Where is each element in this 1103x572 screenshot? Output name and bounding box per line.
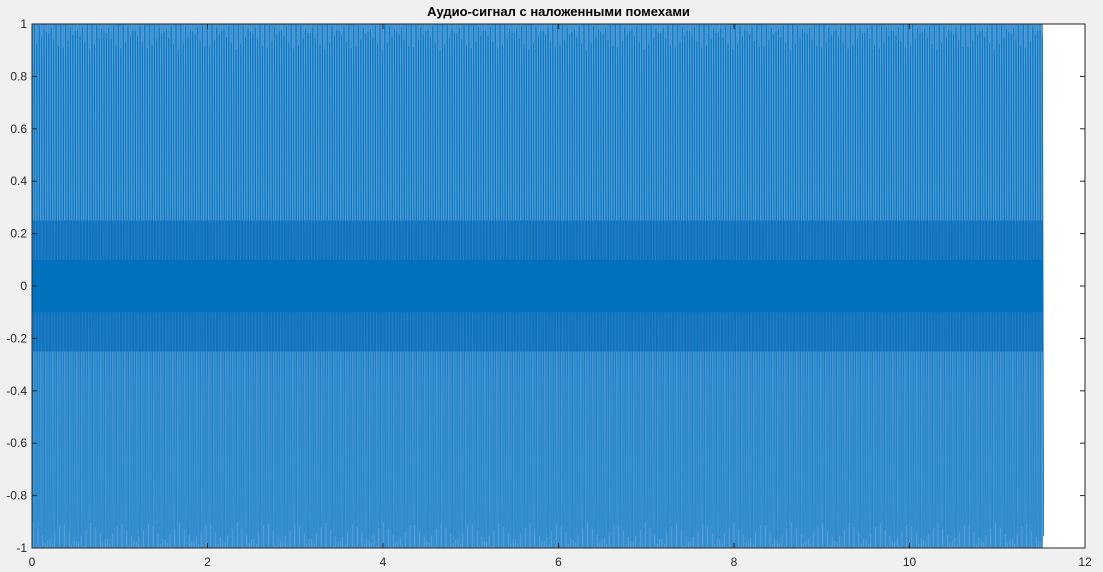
x-axis: 0 2 4 6 8 10 12 — [29, 24, 1092, 569]
y-axis-left: -1 -0.8 -0.6 -0.4 -0.2 0 0.2 0.4 0.6 0.8 1 — [6, 17, 37, 555]
x-tick-label: 8 — [731, 555, 738, 569]
y-axis-right — [1080, 23, 1085, 549]
y-tick-label: 0 — [20, 279, 27, 293]
chart-title: Аудио-сигнал с наложенными помехами — [427, 4, 690, 19]
plot-area — [31, 23, 1045, 549]
y-tick-label: -0.6 — [6, 436, 27, 450]
y-tick-label: 0.6 — [10, 122, 27, 136]
y-tick-label: -1 — [16, 541, 27, 555]
x-tick-label: 0 — [29, 555, 36, 569]
y-tick-label: 0.8 — [10, 69, 27, 83]
x-tick-label: 4 — [380, 555, 387, 569]
y-tick-label: 0.4 — [10, 174, 27, 188]
x-tick-label: 6 — [555, 555, 562, 569]
y-tick-label: -0.8 — [6, 489, 27, 503]
y-tick-label: 1 — [20, 17, 27, 31]
x-tick-label: 12 — [1078, 555, 1092, 569]
y-tick-label: -0.2 — [6, 331, 27, 345]
x-tick-label: 10 — [903, 555, 917, 569]
signal-core-band — [32, 259, 1043, 313]
y-tick-label: 0.2 — [10, 227, 27, 241]
x-tick-label: 2 — [204, 555, 211, 569]
y-tick-label: -0.4 — [6, 384, 27, 398]
